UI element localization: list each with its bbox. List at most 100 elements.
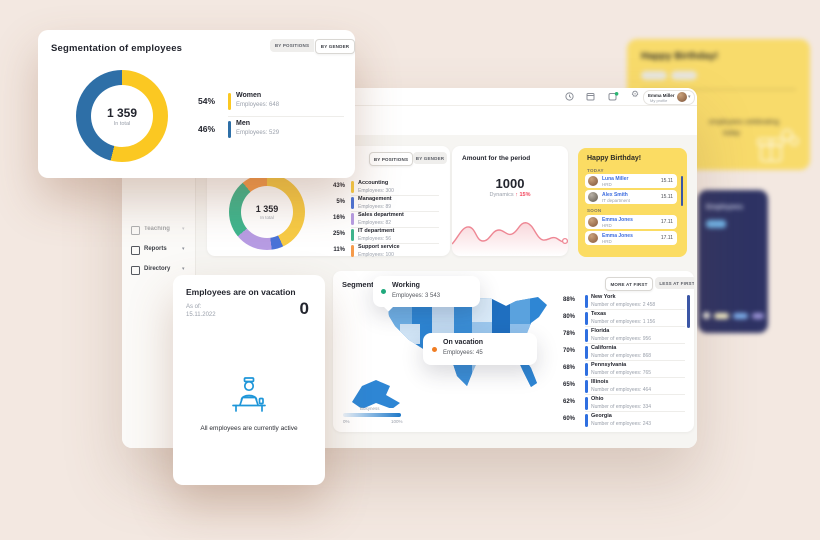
- bg-stats-dot: [703, 312, 710, 319]
- gender-card-title: Segmentation of employees: [51, 43, 183, 54]
- amount-value: 1000: [495, 176, 525, 191]
- person-name[interactable]: Luna Miller: [602, 175, 629, 182]
- state-sub: Number of employees: 2 458: [591, 301, 656, 308]
- legend-divider: [351, 243, 439, 244]
- bg-birthday-title: Happy Birthday!: [641, 51, 719, 62]
- state-name: Ohio: [591, 396, 604, 402]
- gender-total: 1 359: [106, 105, 138, 120]
- states-scrollbar[interactable]: [687, 295, 690, 328]
- legend-divider: [351, 211, 439, 212]
- settings-gear-icon[interactable]: ⚙: [631, 89, 640, 99]
- state-row[interactable]: 70% California Number of employees: 868: [560, 344, 688, 361]
- state-percent: 88%: [563, 297, 576, 303]
- map-legend-gradient: [343, 413, 401, 417]
- person-name[interactable]: Emma Jones: [602, 216, 633, 223]
- bg-stats-label: Employees: [706, 204, 743, 211]
- state-name: Florida: [591, 328, 610, 334]
- birthday-person-row[interactable]: Emma Jones HRD 17.11: [585, 231, 677, 245]
- tab-by-positions[interactable]: BY POSITIONS: [369, 152, 413, 166]
- bg-birthday-line1: employees celebrating: [709, 119, 780, 126]
- positions-total-label: In total: [260, 215, 274, 220]
- chevron-down-icon: ▾: [182, 226, 185, 232]
- state-percent: 65%: [563, 382, 576, 388]
- legend-label: Support service: [358, 244, 400, 250]
- state-bar: [585, 329, 588, 342]
- birthday-person-row[interactable]: Alex Smith IT department 15.11: [585, 190, 677, 204]
- tab-by-gender[interactable]: BY GENDER: [315, 39, 355, 54]
- gender-bar: [228, 121, 231, 138]
- vacation-tooltip: On vacation Employees: 45: [423, 333, 537, 365]
- birthday-scrollbar[interactable]: [681, 176, 683, 206]
- amount-dynamics: Dynamics ↑ 15%: [452, 192, 568, 198]
- sidebar-item-label: Reports: [144, 246, 167, 252]
- birthday-person-row[interactable]: Emma Jones HRD 17.11: [585, 215, 677, 229]
- sidebar-item-reports[interactable]: Reports ▾: [122, 243, 195, 258]
- legend-label: Management: [358, 196, 392, 202]
- state-name: Texas: [591, 311, 607, 317]
- state-sub: Number of employees: 868: [591, 352, 652, 359]
- state-row[interactable]: 78% Florida Number of employees: 956: [560, 327, 688, 344]
- more-at-first-button[interactable]: MORE AT FIRST: [605, 277, 653, 291]
- state-sub: Number of employees: 243: [591, 420, 652, 427]
- legend-percent: 25%: [332, 231, 345, 237]
- state-percent: 80%: [563, 314, 576, 320]
- sidebar-item-teaching[interactable]: Teaching ▾: [122, 223, 195, 238]
- birthday-title: Happy Birthday!: [587, 155, 642, 162]
- notifications-icon[interactable]: [608, 92, 619, 101]
- gender-percent: 46%: [198, 124, 216, 134]
- clock-icon[interactable]: [565, 92, 574, 101]
- map-legend-max: 100%: [391, 419, 403, 424]
- bg-stats-chip-yellow: [714, 313, 729, 319]
- legend-sub: Employees: 82: [358, 219, 392, 226]
- state-percent: 62%: [563, 399, 576, 405]
- tab-by-positions[interactable]: BY POSITIONS: [270, 39, 314, 52]
- as-of-label: As of:: [186, 304, 202, 310]
- map-legend-label: Busyness: [360, 406, 380, 411]
- state-percent: 60%: [563, 416, 576, 422]
- avatar: [588, 192, 598, 202]
- working-label: Working: [392, 282, 420, 289]
- state-row[interactable]: 62% Ohio Number of employees: 334: [560, 395, 688, 412]
- state-row[interactable]: 65% Illinois Number of employees: 464: [560, 378, 688, 395]
- person-role: HRD: [602, 238, 612, 244]
- legend-bar: [351, 229, 354, 241]
- less-at-first-button[interactable]: LESS AT FIRST: [655, 277, 694, 289]
- state-row[interactable]: 80% Texas Number of employees: 1 156: [560, 310, 688, 327]
- avatar: [588, 176, 598, 186]
- state-name: Pennsylvania: [591, 362, 627, 368]
- calendar-icon[interactable]: [586, 92, 595, 101]
- vacation-count: 0: [299, 299, 309, 318]
- avatar: [677, 92, 687, 102]
- state-divider: [585, 309, 685, 310]
- state-row[interactable]: 60% Georgia Number of employees: 243: [560, 412, 688, 429]
- amount-card: Amount for the period 1000 Dynamics ↑ 15…: [452, 146, 568, 256]
- working-sub: Employees: 3 543: [392, 293, 441, 299]
- map-card-title: Segmenta: [342, 280, 378, 289]
- person-name[interactable]: Emma Jones: [602, 232, 633, 239]
- birthday-card: Happy Birthday! TODAY Luna Miller HRD 15…: [578, 148, 687, 257]
- state-name: Illinois: [591, 379, 609, 385]
- amount-line-chart: [452, 222, 568, 256]
- person-date: 17.11: [660, 235, 673, 241]
- teaching-icon: [131, 226, 140, 235]
- birthday-person-row[interactable]: Luna Miller HRD 15.11: [585, 174, 677, 188]
- map-legend-min: 0%: [343, 419, 350, 424]
- legend-sub: Employees: 56: [358, 235, 392, 242]
- vacation-card-title: Employees are on vacation: [186, 287, 296, 297]
- tab-by-gender[interactable]: BY GENDER: [413, 152, 447, 164]
- working-tooltip: Working Employees: 3 543: [373, 276, 480, 312]
- legend-bar: [351, 181, 354, 193]
- amount-title: Amount for the period: [462, 155, 531, 162]
- profile-chip[interactable]: Emma Miller My profile ▾: [643, 90, 695, 105]
- person-name[interactable]: Alex Smith: [602, 191, 628, 198]
- state-name: California: [591, 345, 617, 351]
- state-bar: [585, 380, 588, 393]
- state-row[interactable]: 88% New York Number of employees: 2 458: [560, 293, 688, 310]
- state-sub: Number of employees: 464: [591, 386, 652, 393]
- chevron-down-icon: ▾: [688, 93, 691, 100]
- state-row[interactable]: 68% Pennsylvania Number of employees: 76…: [560, 361, 688, 378]
- state-name: New York: [591, 294, 616, 300]
- gender-donut-center: 1 359 In total: [91, 85, 153, 147]
- sidebar-item-directory[interactable]: Directory ▾: [122, 263, 195, 278]
